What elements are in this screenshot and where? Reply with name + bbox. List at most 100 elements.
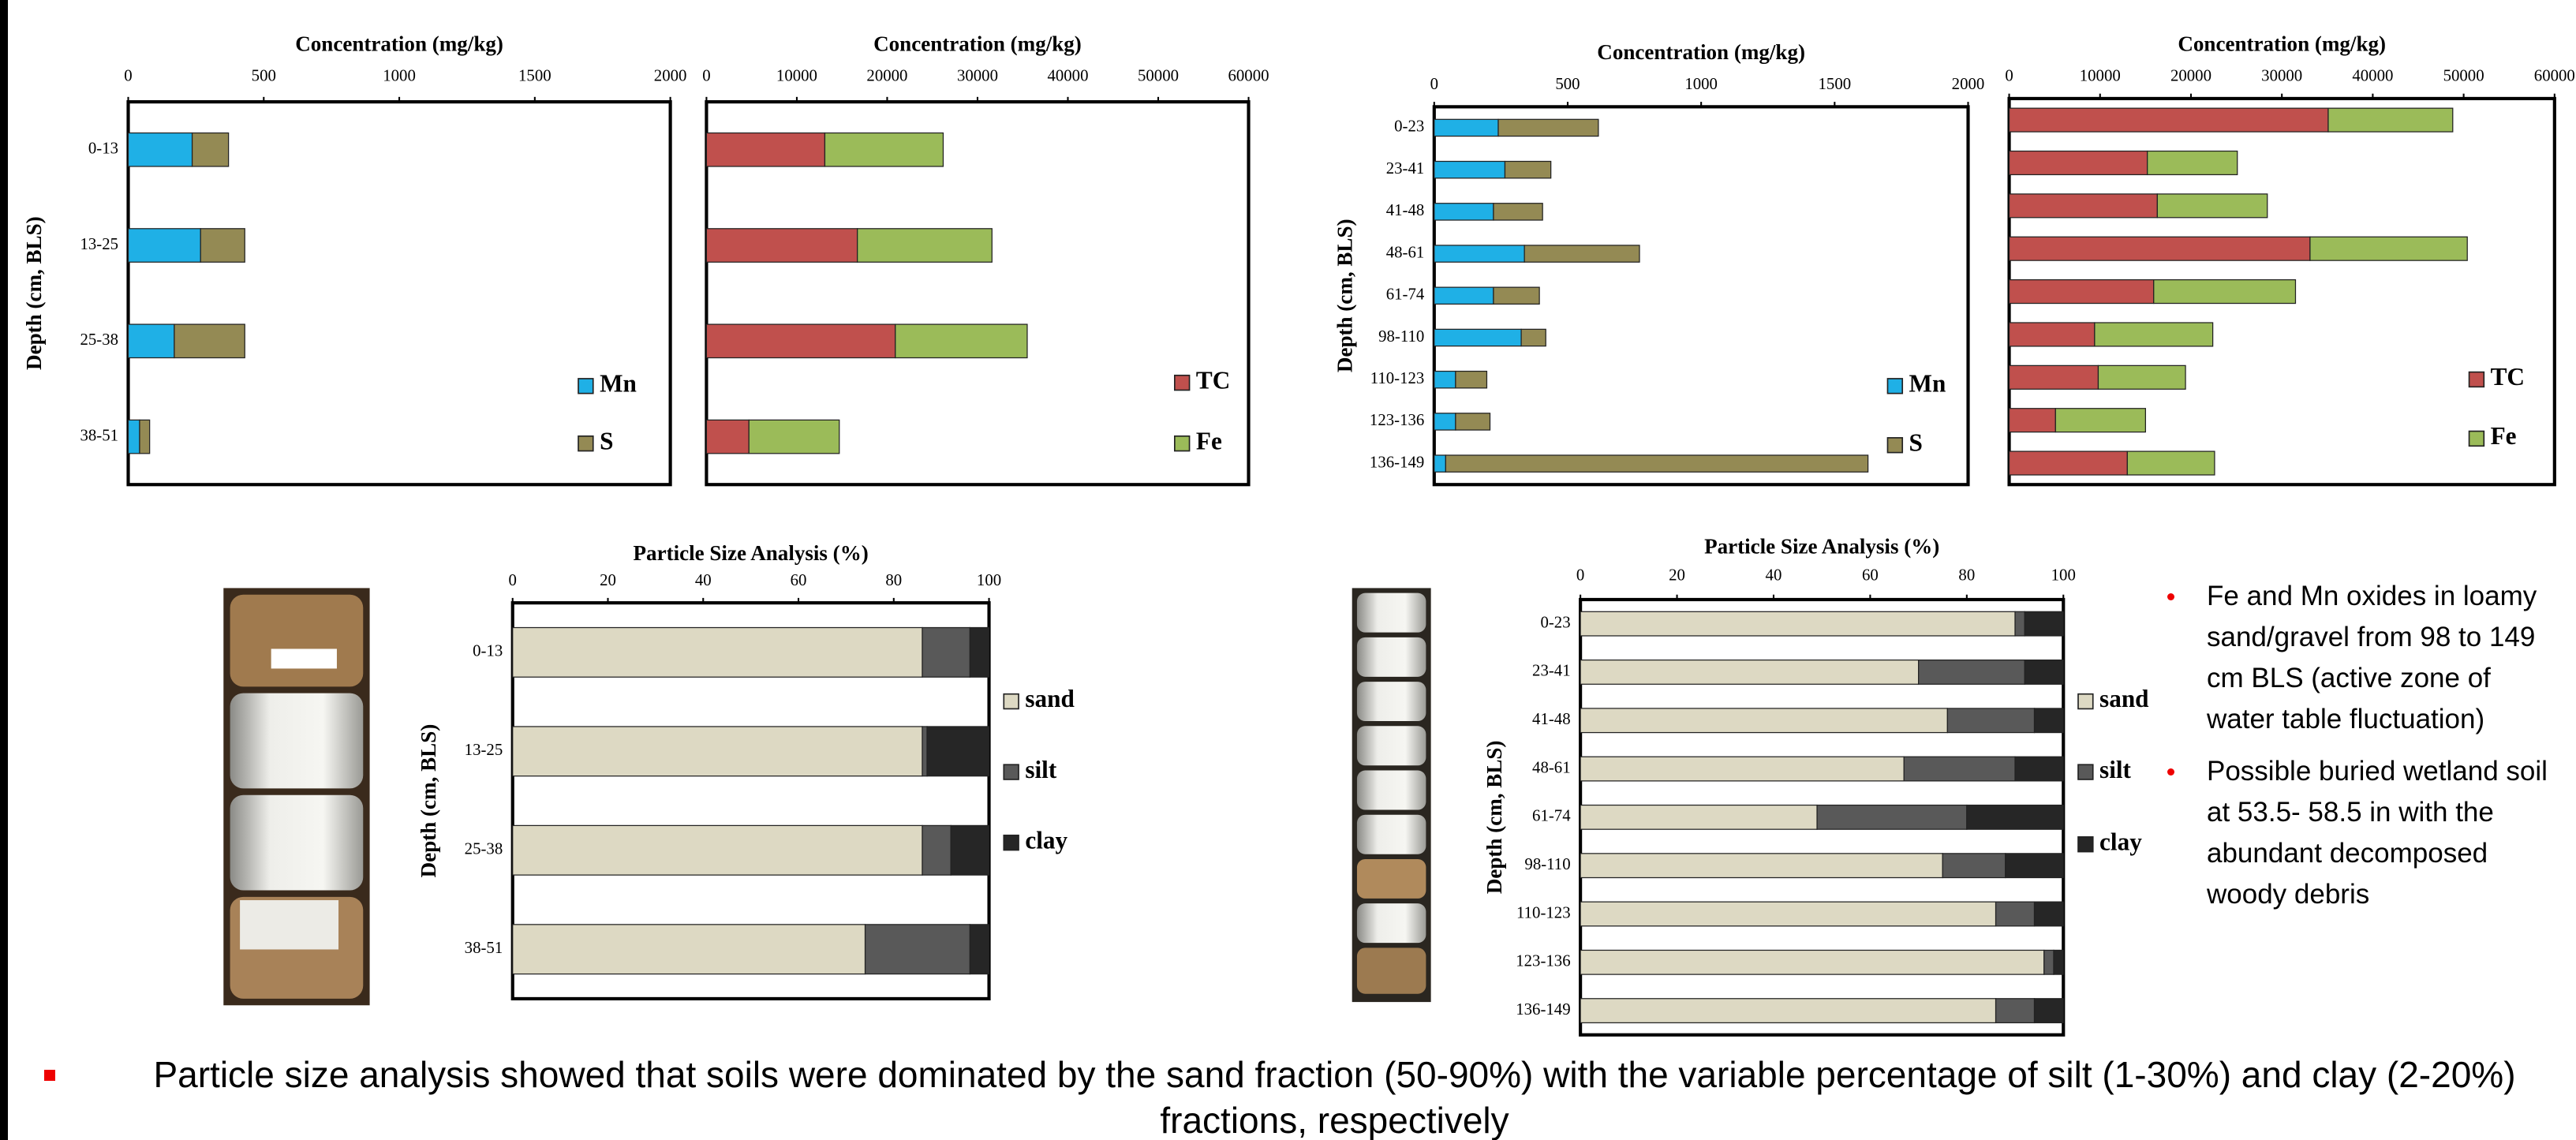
bar-segment [1505,162,1550,178]
x-tick-label: 60000 [2534,66,2575,85]
bar-segment [2010,365,2099,389]
x-tick-label: 20 [1669,566,1685,585]
bar-segment [129,420,140,453]
bar-segment [2010,151,2148,175]
x-tick-label: 2000 [654,66,687,85]
bar-segment [922,628,970,678]
bar-segment [858,229,993,262]
bar-segment [2310,237,2467,260]
axis-title: Concentration (mg/kg) [873,32,1082,56]
bar-segment [1456,372,1487,388]
bar-segment [1434,287,1494,304]
bar-segment [927,727,989,776]
legend-label: clay [2099,828,2142,855]
bar-segment [2025,611,2063,636]
bar-segment [2010,451,2128,475]
bar-segment [895,324,1027,357]
legend-swatch [2078,694,2093,709]
x-tick-label: 30000 [957,66,998,85]
bar-segment [970,628,989,678]
bar-segment [174,324,245,357]
bar-segment [1942,854,2006,878]
summary: Particle size analysis showed that soils… [93,1052,2576,1140]
y-tick-label: 110-123 [1516,903,1571,921]
axis-title: Concentration (mg/kg) [1597,40,1805,64]
x-tick-label: 50000 [1138,66,1179,85]
x-tick-label: 60 [1862,566,1879,585]
bar-segment [1498,119,1598,136]
bar-segment [866,925,970,974]
y-tick-label: 61-74 [1532,806,1571,825]
legend-swatch [1004,764,1019,779]
bar-segment [2006,854,2063,878]
bar-segment [970,925,989,974]
bar-segment [129,324,174,357]
x-tick-label: 40 [1766,566,1782,585]
bar-segment [2127,451,2215,475]
bar-segment [2025,660,2063,685]
bar-segment [1434,329,1521,346]
note: Possible buried wetland soil at 53.5- 58… [2207,751,2554,915]
y-tick-label: 25-38 [465,839,503,858]
notes: Fe and Mn oxides in loamy sand/gravel fr… [2207,576,2554,926]
bar-segment [513,628,922,678]
legend-swatch [578,379,593,394]
bar-segment [513,727,922,776]
bar-segment [1434,455,1446,472]
y-tick-label: 25-38 [80,330,118,349]
bar-segment [2010,237,2310,260]
legend-swatch [2078,764,2093,779]
bar-segment [1494,287,1539,304]
bar-segment [922,727,927,776]
bar-segment [706,324,895,357]
x-tick-label: 500 [1555,74,1580,93]
bar-segment [2328,108,2453,132]
legend-label: sand [1025,685,1075,712]
x-tick-label: 60000 [1228,66,1269,85]
bar-segment [2015,757,2063,781]
legend-label: Mn [600,369,637,397]
bar-segment [1434,119,1498,136]
x-tick-label: 0 [124,66,132,85]
bar-segment [1996,902,2035,926]
bar-segment [2148,151,2238,175]
x-tick-label: 80 [885,570,902,589]
legend-swatch [2469,372,2484,387]
legend-label: S [1909,428,1923,456]
bar-segment [1580,660,1919,685]
y-axis-title: Depth (cm, BLS) [1333,219,1357,372]
legend-label: sand [2099,685,2149,712]
x-tick-label: 80 [1958,566,1975,585]
soil-photo-left [223,588,369,1005]
bar-segment [1580,854,1942,878]
y-tick-label: 41-48 [1532,709,1571,728]
bar-segment [1524,245,1639,262]
bar-segment [1947,708,2034,733]
bar-segment [2010,280,2154,304]
slide: Concentration (mg/kg)0500100015002000Dep… [0,0,2576,1140]
x-tick-label: 20 [600,570,616,589]
y-tick-label: 136-149 [1516,1000,1570,1019]
y-tick-label: 98-110 [1524,854,1570,873]
y-tick-label: 136-149 [1370,452,1424,471]
bar-segment [2015,611,2025,636]
y-tick-label: 61-74 [1386,285,1425,304]
bar-segment [706,229,857,262]
bar-segment [2157,194,2267,218]
bar-segment [129,229,201,262]
y-axis-title: Depth (cm, BLS) [417,724,440,878]
y-tick-label: 123-136 [1370,410,1424,429]
legend-swatch [1004,835,1019,850]
bar-segment [1434,245,1524,262]
y-tick-label: 38-51 [465,938,503,957]
y-tick-label: 48-61 [1386,242,1425,261]
y-tick-label: 13-25 [80,234,118,253]
bar-segment [1580,950,2044,974]
bar-segment [749,420,839,453]
legend-label: Mn [1909,369,1946,397]
legend-label: Fe [1196,427,1222,454]
bar-segment [1580,708,1947,733]
x-tick-label: 0 [1576,566,1584,585]
x-tick-label: 10000 [776,66,817,85]
x-tick-label: 2000 [1952,74,1985,93]
